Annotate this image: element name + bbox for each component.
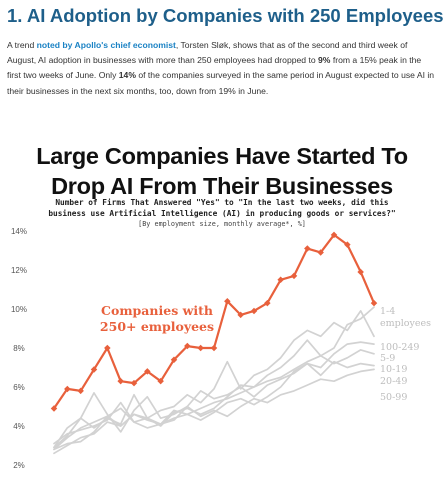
data-point-250-plus (304, 245, 311, 252)
data-point-250-plus (170, 356, 178, 363)
series-label-1-4: employees (380, 318, 431, 329)
ai-adoption-chart: Large Companies Have Started To Drop AI F… (11, 143, 431, 470)
series-label-50-99: 50-99 (380, 392, 407, 403)
series-label-250-plus: Companies with (101, 303, 213, 318)
data-point-250-plus (317, 249, 324, 256)
intro-text: of the companies surveyed in the same pe… (7, 70, 435, 96)
series-line-100-249 (53, 310, 375, 449)
intro-text: , Torsten Sløk, shows that as of the sec… (7, 40, 408, 66)
data-point-250-plus (250, 307, 258, 315)
series-line-5-9 (53, 341, 375, 449)
section-heading: 1. AI Adoption by Companies with 250 Emp… (7, 5, 444, 26)
stat-nine-percent: 9% (318, 55, 331, 66)
data-point-250-plus (264, 299, 271, 307)
y-tick-label: 2% (13, 461, 25, 470)
chart-title: Drop AI From Their Businesses (51, 173, 393, 199)
series-label-10-19: 10-19 (380, 364, 407, 375)
data-point-250-plus (290, 272, 298, 280)
intro-text: A trend (7, 40, 37, 50)
data-point-250-plus (277, 276, 284, 284)
stat-fourteen-percent: 14% (118, 70, 136, 81)
series-label-100-249: 100-249 (380, 342, 419, 353)
chart-subtitle: business use Artificial Intelligence (AI… (48, 209, 395, 218)
data-point-250-plus (117, 377, 124, 385)
y-tick-label: 6% (13, 383, 25, 392)
data-point-250-plus (197, 344, 204, 352)
y-tick-label: 12% (11, 266, 27, 275)
y-tick-label: 8% (13, 344, 25, 353)
data-point-250-plus (184, 342, 191, 350)
chart-note: [By employment size, monthly average*, %… (138, 220, 306, 228)
data-point-250-plus (237, 311, 244, 319)
data-point-250-plus (357, 268, 364, 276)
series-line-10-19 (53, 339, 375, 445)
series-line-50-99 (53, 368, 375, 451)
series-label-5-9: 5-9 (380, 353, 395, 364)
intro-text: from a 15% peak in the first two weeks o… (7, 55, 422, 81)
chart-container: Large Companies Have Started To Drop AI F… (0, 130, 445, 499)
chart-subtitle: Number of Firms That Answered "Yes" to "… (55, 198, 389, 207)
data-point-250-plus (224, 297, 231, 305)
data-point-250-plus (157, 377, 164, 385)
series-label-1-4: 1-4 (380, 306, 395, 317)
y-tick-label: 4% (13, 422, 25, 431)
data-point-250-plus (90, 366, 98, 373)
series-line-20-49 (53, 360, 375, 455)
data-point-250-plus (210, 344, 218, 352)
data-point-250-plus (370, 299, 378, 307)
intro-paragraph: A trend noted by Apollo's chief economis… (7, 38, 437, 99)
data-point-250-plus (104, 344, 111, 352)
apollo-economist-link[interactable]: noted by Apollo's chief economist (36, 40, 176, 50)
y-tick-label: 14% (11, 227, 27, 236)
y-tick-label: 10% (11, 305, 27, 314)
chart-title: Large Companies Have Started To (36, 143, 408, 169)
data-point-250-plus (130, 379, 138, 387)
series-label-250-plus: 250+ employees (100, 319, 214, 334)
series-label-20-49: 20-49 (380, 376, 407, 387)
